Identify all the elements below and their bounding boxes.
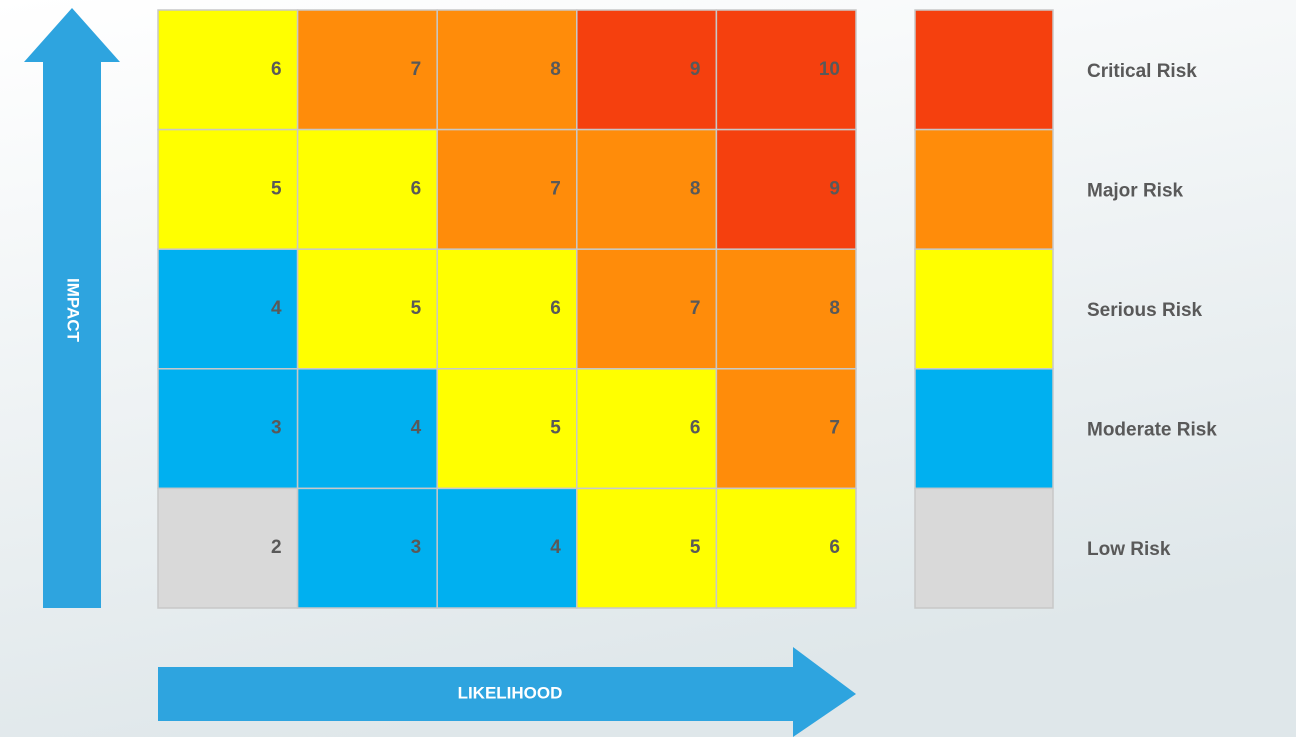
legend-swatch xyxy=(915,10,1053,130)
legend-label: Serious Risk xyxy=(1087,300,1203,321)
cell-value: 3 xyxy=(411,537,422,558)
cell-value: 4 xyxy=(271,298,282,319)
cell-value: 6 xyxy=(271,59,282,80)
cell-value: 7 xyxy=(411,59,422,80)
cell-value: 8 xyxy=(550,59,561,80)
legend-label: Critical Risk xyxy=(1087,61,1197,82)
cell-value: 3 xyxy=(271,418,282,439)
cell-value: 7 xyxy=(690,298,701,319)
cell-value: 9 xyxy=(829,178,840,199)
cell-value: 5 xyxy=(690,537,701,558)
legend-swatch xyxy=(915,369,1053,489)
cell-value: 4 xyxy=(411,418,422,439)
cell-value: 6 xyxy=(550,298,561,319)
cell-value: 4 xyxy=(550,537,561,558)
cell-value: 5 xyxy=(271,178,282,199)
cell-value: 6 xyxy=(829,537,840,558)
cell-value: 7 xyxy=(550,178,561,199)
cell-value: 2 xyxy=(271,537,282,558)
legend-label: Moderate Risk xyxy=(1087,420,1217,441)
likelihood-label: LIKELIHOOD xyxy=(458,683,563,702)
grid: 6 7 8 9 10 5 6 7 8 9 4 5 6 7 8 3 4 5 6 7 2 3 4 5 6 xyxy=(158,10,856,608)
legend-label: Low Risk xyxy=(1087,539,1171,560)
cell-value: 7 xyxy=(829,418,840,439)
cell-value: 5 xyxy=(550,418,561,439)
cell-value: 5 xyxy=(411,298,422,319)
legend-swatch xyxy=(915,130,1053,250)
cell-value: 8 xyxy=(690,178,701,199)
cell-value: 10 xyxy=(819,59,840,80)
legend-swatch xyxy=(915,488,1053,608)
legend-label: Major Risk xyxy=(1087,180,1184,201)
cell-value: 9 xyxy=(690,59,701,80)
impact-label: IMPACT xyxy=(64,278,83,343)
risk-matrix: IMPACT LIKELIHOOD 6 7 8 9 10 5 6 7 8 9 4 5 6 7 8 3 4 5 6 7 2… xyxy=(0,0,1296,737)
legend-swatch xyxy=(915,249,1053,369)
cell-value: 6 xyxy=(411,178,422,199)
cell-value: 6 xyxy=(690,418,701,439)
cell-value: 8 xyxy=(829,298,840,319)
